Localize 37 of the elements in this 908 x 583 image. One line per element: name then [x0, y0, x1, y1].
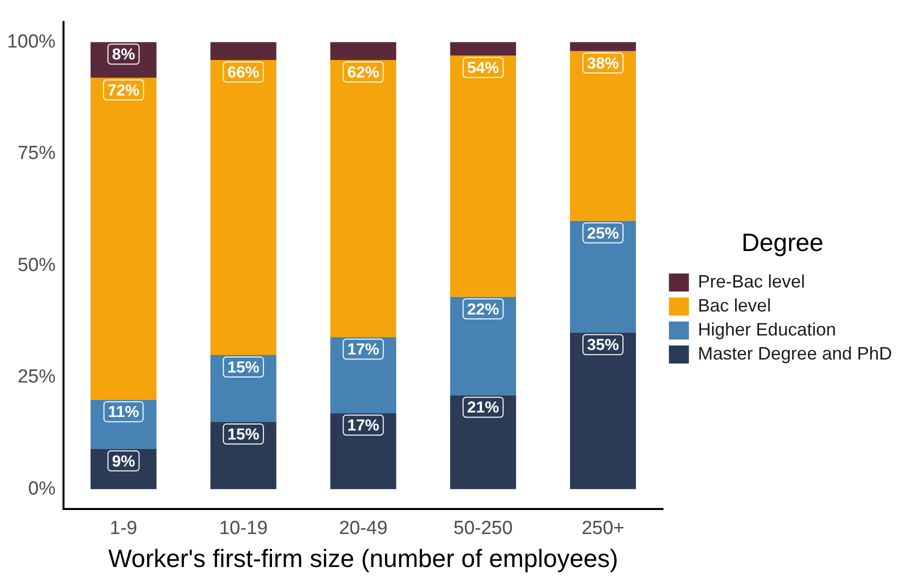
bar [450, 395, 516, 490]
legend-title: Degree [741, 228, 824, 257]
bar [210, 60, 276, 355]
data-label: 8% [112, 46, 136, 64]
y-tick-label: 50% [18, 254, 56, 276]
x-tick-label: 10-19 [219, 518, 268, 539]
data-label: 72% [108, 82, 140, 100]
data-label: 17% [347, 418, 380, 435]
y-tick-label: 100% [6, 31, 56, 52]
data-label: 9% [112, 453, 136, 470]
x-tick-label: 250+ [582, 518, 624, 539]
data-label: 21% [467, 400, 500, 417]
data-label: 66% [227, 64, 260, 82]
bar [210, 42, 276, 60]
y-tick-label: 25% [18, 366, 56, 388]
data-label: 17% [347, 342, 380, 359]
bar [330, 42, 396, 60]
data-label: 22% [467, 301, 500, 318]
legend-label: Pre-Bac level [698, 271, 805, 292]
data-label: 54% [467, 60, 500, 77]
data-label: 35% [586, 337, 619, 354]
data-label: 25% [586, 225, 619, 242]
y-tick-label: 75% [18, 143, 56, 164]
data-label: 38% [586, 55, 619, 72]
data-label: 11% [108, 404, 140, 422]
legend-label: Master Degree and PhD [698, 343, 892, 364]
x-tick-label: 20-49 [338, 518, 388, 539]
y-tick-label: 0% [28, 478, 56, 500]
x-tick-label: 50-250 [454, 518, 513, 539]
x-axis-title: Worker's first-firm size (number of employees) [108, 544, 618, 573]
x-tick-label: 1-9 [110, 518, 138, 539]
data-label: 15% [227, 359, 260, 376]
data-label: 15% [227, 426, 260, 444]
legend-label: Bac level [698, 295, 771, 316]
data-label: 62% [347, 64, 380, 82]
bar [570, 332, 636, 490]
legend-label: Higher Education [698, 319, 836, 340]
